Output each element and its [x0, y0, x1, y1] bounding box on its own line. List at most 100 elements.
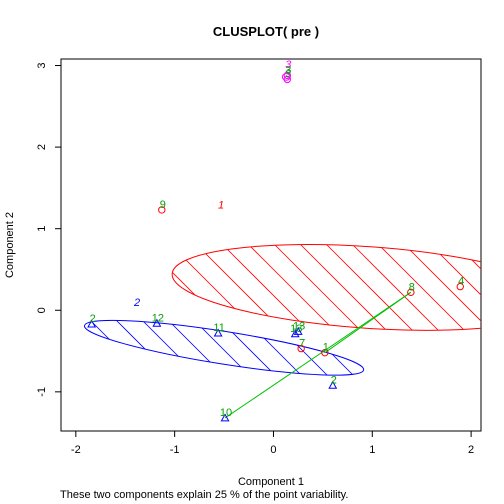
- chart-title: CLUSPLOT( pre ): [213, 24, 319, 39]
- data-point-label: 7: [299, 338, 305, 350]
- cluster-1-hatch-line: [169, 233, 481, 342]
- cluster-2-hatch-line: [81, 309, 367, 387]
- data-point-label: 13: [293, 320, 305, 332]
- cluster-2-hatch-line: [185, 309, 367, 387]
- y-tick-label: 2: [36, 144, 48, 150]
- cluster-2-hatch-line: [81, 309, 223, 387]
- cluster-1-hatch-line: [169, 233, 481, 342]
- cluster-1-hatch-line: [185, 233, 481, 342]
- cluster-2-hatch-line: [107, 309, 367, 387]
- cluster-segment: [224, 291, 412, 419]
- data-point-label: 10: [220, 407, 232, 419]
- cluster-segment: [324, 291, 412, 354]
- data-point-triangle: [152, 318, 162, 327]
- y-tick-label: 0: [36, 307, 48, 313]
- cluster-1-hatch-line: [393, 233, 481, 342]
- cluster-2-hatch-line: [446, 0, 504, 504]
- x-tick-label: 1: [369, 444, 375, 456]
- cluster-1-hatch-line: [169, 233, 171, 342]
- cluster-2-hatch-line: [81, 309, 367, 387]
- cluster-1-hatch-line: [169, 233, 481, 342]
- cluster-1-hatch-line: [169, 233, 249, 342]
- cluster-1-hatch-line: [367, 233, 481, 342]
- cluster-2-hatch-line: [81, 309, 171, 387]
- cluster-1-hatch-line: [445, 233, 481, 342]
- y-tick-label: 1: [36, 226, 48, 232]
- cluster-1-hatch-line: [169, 233, 481, 342]
- data-point-label: 8: [409, 281, 415, 293]
- cluster-1-hatch-line: [0, 0, 118, 504]
- cluster-1-hatch-line: [0, 0, 144, 504]
- data-point-circle: [283, 71, 292, 80]
- cluster-2-hatch-line: [81, 309, 119, 387]
- cluster-1-hatch-line: [169, 233, 353, 342]
- cluster-3-label: 3: [285, 59, 292, 71]
- cluster-1-hatch-line: [169, 233, 301, 342]
- data-point-circle: [321, 348, 329, 357]
- cluster-2-hatch-line: [289, 309, 367, 387]
- data-point-circle: [456, 282, 464, 291]
- cluster-2-ellipse: [83, 319, 365, 376]
- cluster-2-hatch-line: [237, 309, 367, 387]
- cluster-2-hatch-line: [81, 309, 145, 387]
- cluster-2-hatch-line: [81, 309, 353, 387]
- cluster-1-hatch-line: [169, 233, 275, 342]
- cluster-1-ellipse: [171, 244, 481, 331]
- cluster-1-hatch-line: [169, 233, 481, 342]
- y-tick-label: -1: [36, 387, 48, 397]
- cluster-1-hatch-line: [169, 233, 481, 342]
- cluster-1-hatch-line: [289, 233, 481, 342]
- cluster-1-hatch-line: [237, 233, 481, 342]
- segments-layer: [224, 291, 412, 419]
- data-point-label: 9: [160, 199, 166, 211]
- x-axis: -2 -1 0 1 2: [71, 430, 474, 456]
- cluster-2-hatch-line: [81, 309, 301, 387]
- cluster-1-hatch-line: [169, 233, 197, 342]
- cluster-2-hatch-line: [368, 0, 504, 504]
- cluster-2-hatch-line: [81, 309, 327, 387]
- data-point-label: 13: [290, 323, 302, 335]
- data-point-triangle: [213, 328, 223, 337]
- cluster-2-hatch-line: [315, 309, 367, 387]
- cluster-2-label: 2: [133, 297, 140, 309]
- data-point-circle: [297, 344, 305, 353]
- cluster-2-hatch-line: [81, 309, 197, 387]
- cluster-2-hatch-line: [81, 309, 367, 387]
- data-point-triangle: [220, 413, 230, 422]
- cluster-2-hatch-line: [394, 0, 504, 504]
- cluster-2-hatch-line: [81, 309, 367, 387]
- y-tick-label: 3: [36, 62, 48, 68]
- cluster-2-hatch-line: [81, 309, 275, 387]
- data-point-label: 4: [458, 276, 464, 288]
- cluster-2-hatch-line: [498, 0, 504, 504]
- data-point-circle: [158, 206, 166, 214]
- cluster-2-hatch-line: [81, 309, 249, 387]
- x-tick-label: 0: [270, 444, 276, 456]
- cluster-1-hatch-line: [169, 233, 327, 342]
- data-point-triangle: [328, 380, 338, 389]
- cluster-1-hatch-line: [169, 233, 223, 342]
- cluster-1-hatch-line: [169, 233, 481, 342]
- x-tick-label: 2: [468, 444, 474, 456]
- data-point-label: 1: [323, 342, 329, 354]
- cluster-2-hatch-line: [133, 309, 367, 387]
- cluster-1-label: 1: [218, 199, 224, 211]
- y-axis: -1 0 1 2 3: [36, 62, 62, 397]
- cluster-1-hatch-line: [498, 0, 504, 504]
- data-point-label: 3: [285, 64, 291, 76]
- cluster-1-hatch-line: [471, 233, 481, 342]
- cluster-1-hatch-line: [169, 233, 379, 342]
- cluster-2-hatch-line: [81, 309, 367, 387]
- data-point-label: 12: [152, 312, 164, 324]
- cluster-1-hatch-line: [315, 233, 481, 342]
- cluster-2-hatch-line: [81, 309, 367, 387]
- x-tick-label: -2: [71, 444, 81, 456]
- data-point-label: 2: [90, 313, 96, 325]
- data-point-triangle: [290, 329, 300, 338]
- x-tick-label: -1: [170, 444, 180, 456]
- cluster-1-hatch-line: [169, 233, 481, 342]
- cluster-2-hatch-line: [472, 0, 504, 504]
- cluster-2-hatch-line: [263, 309, 367, 387]
